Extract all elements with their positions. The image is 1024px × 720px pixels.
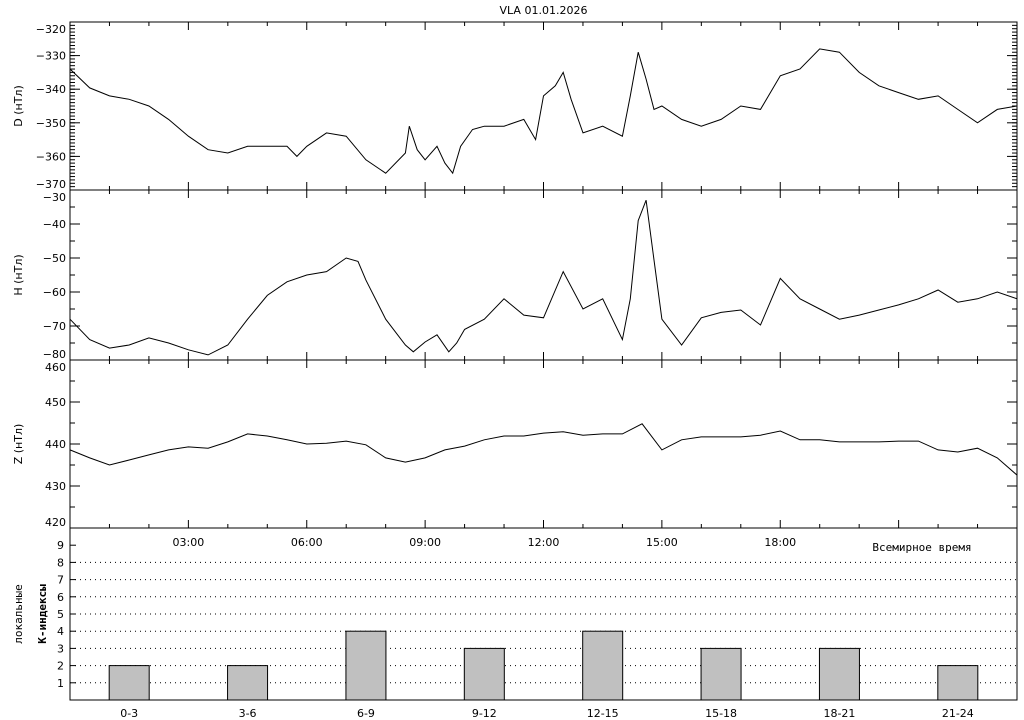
y-tick-label: −70 [43,320,66,333]
k-index-bar-12-15 [582,630,624,701]
series-line-1 [69,48,1018,175]
x-category-label: 12-15 [587,707,619,720]
x-category-label: 9-12 [472,707,497,720]
x-tick-label: 12:00 [528,536,560,549]
panel-frame-3 [69,359,1018,529]
panel-frame-4 [69,527,1018,701]
x-tick-label: 09:00 [409,536,441,549]
k-index-bar-6-9 [345,630,387,701]
x-tick-label: 18:00 [764,536,796,549]
y-tick-label: −50 [43,252,66,265]
y-tick-label: −30 [43,191,66,204]
y-tick-label: 2 [57,660,64,673]
series-line-3 [69,423,1018,476]
y-tick-label: 6 [57,591,64,604]
x-tick-label: 06:00 [291,536,323,549]
k-index-bar-15-18 [700,647,742,701]
y-tick-label: 440 [45,438,66,451]
y-tick-label: −360 [36,150,66,163]
y-tick-label: 7 [57,574,64,587]
y-axis-label-line-2: К-индексы [36,584,49,644]
series-line-2 [69,200,1018,356]
x-tick-label: 03:00 [173,536,205,549]
panel-frame-2 [69,189,1018,361]
x-tick-label: 15:00 [646,536,678,549]
x-axis-label: Всемирное время [872,541,971,554]
y-tick-label: −340 [36,83,66,96]
y-tick-label: 4 [57,625,64,638]
k-index-bar-18-21 [818,647,860,701]
x-category-label: 3-6 [239,707,257,720]
y-tick-label: −350 [36,117,66,130]
k-index-bar-0-3 [108,665,150,701]
y-axis-label-line-1: локальные [12,584,25,644]
y-tick-label: −40 [43,218,66,231]
y-tick-label: 460 [45,361,66,374]
y-axis-label: D (нТл) [12,85,25,127]
panel-frame-1 [69,21,1018,191]
y-tick-label: 430 [45,480,66,493]
x-category-label: 0-3 [120,707,138,720]
y-tick-label: 420 [45,516,66,529]
y-tick-label: −80 [43,348,66,361]
y-tick-label: 9 [57,539,64,552]
k-index-bar-21-24 [937,665,979,701]
y-tick-label: −370 [36,178,66,191]
y-axis-label: H (нТл) [12,254,25,295]
x-category-label: 18-21 [823,707,855,720]
y-tick-label: −320 [36,23,66,36]
k-index-bar-9-12 [463,647,505,701]
y-tick-label: 5 [57,608,64,621]
y-tick-label: 1 [57,677,64,690]
x-category-label: 15-18 [705,707,737,720]
x-category-label: 6-9 [357,707,375,720]
y-tick-label: 8 [57,556,64,569]
y-tick-label: 3 [57,642,64,655]
y-axis-label: Z (нТл) [12,424,25,465]
chart-title: VLA 01.01.2026 [500,4,588,17]
y-tick-label: −330 [36,50,66,63]
k-index-bar-3-6 [227,665,269,701]
x-category-label: 21-24 [942,707,974,720]
y-tick-label: 450 [45,396,66,409]
y-tick-label: −60 [43,286,66,299]
